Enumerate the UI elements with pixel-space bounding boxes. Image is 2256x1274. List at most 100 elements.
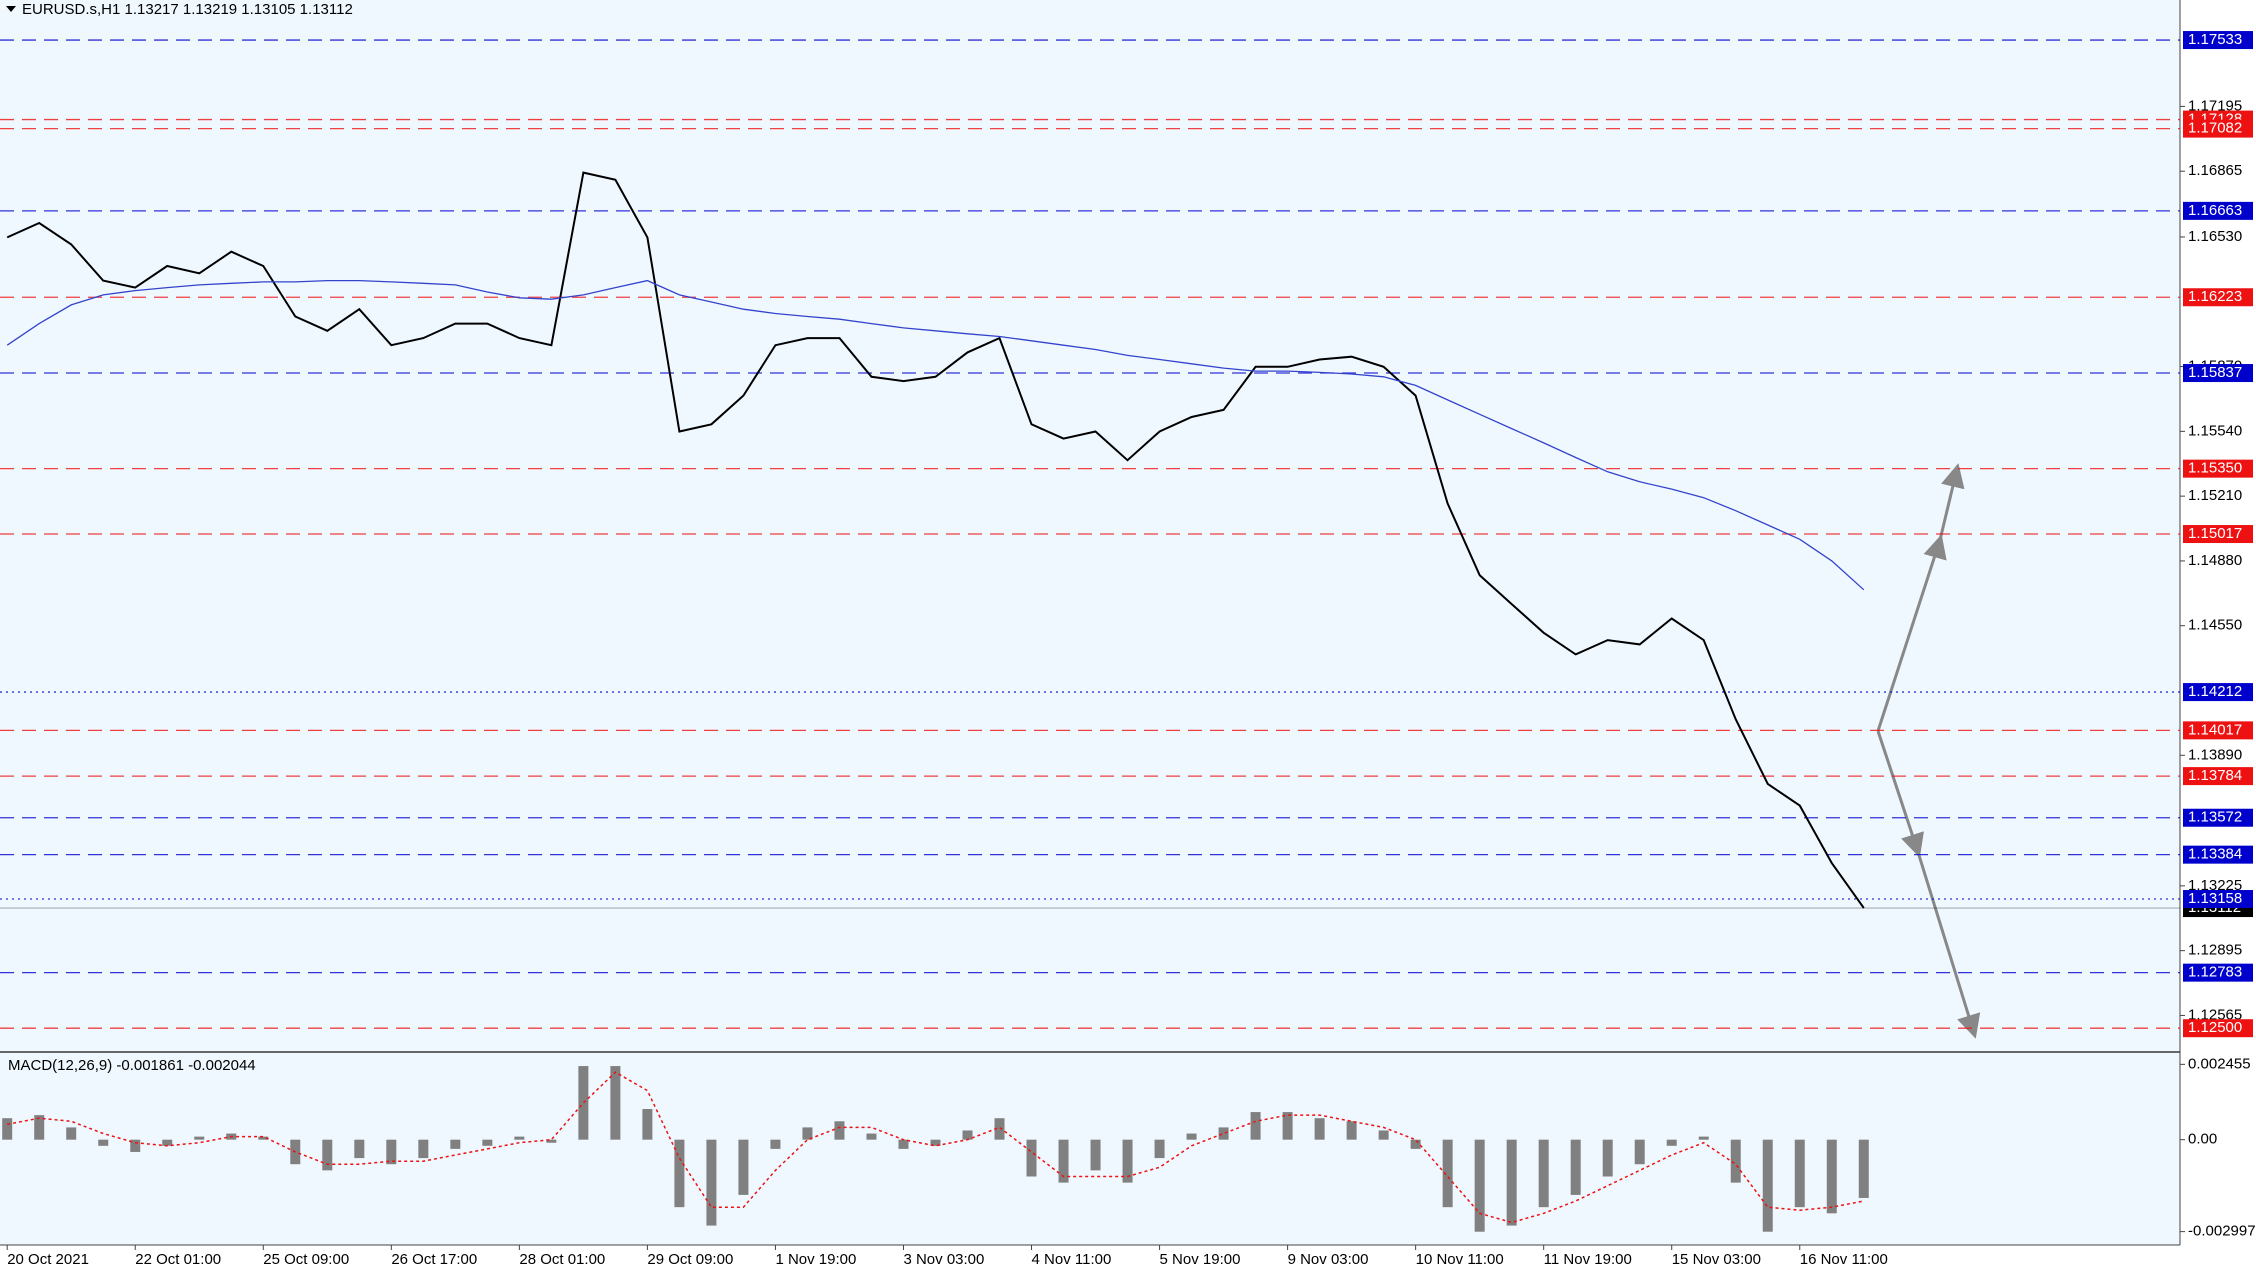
macd-title: MACD(12,26,9) -0.001861 -0.002044	[8, 1057, 256, 1074]
macd-bar	[450, 1139, 461, 1149]
level-label-box	[2183, 31, 2253, 50]
signal-line	[7, 1071, 1864, 1224]
macd-bar	[1154, 1139, 1165, 1159]
price-line	[6, 279, 1865, 591]
level-label-box	[2183, 808, 2253, 827]
x-tick-label: 26 Oct 17:00	[391, 1251, 477, 1268]
macd-bar	[642, 1108, 653, 1140]
y-tick-label: 1.17195	[2188, 97, 2242, 114]
level-label-box	[2183, 721, 2253, 740]
macd-bar	[354, 1139, 365, 1159]
y-tick-label: 1.12895	[2188, 942, 2242, 959]
macd-bar	[386, 1139, 397, 1165]
plot-background	[0, 0, 2180, 1245]
macd-bar	[1058, 1139, 1069, 1183]
x-tick-label: 28 Oct 01:00	[519, 1251, 605, 1268]
x-tick-label: 9 Nov 03:00	[1288, 1251, 1369, 1268]
macd-bar	[66, 1127, 77, 1140]
x-tick-label: 3 Nov 03:00	[903, 1251, 984, 1268]
menu-triangle	[6, 6, 16, 12]
macd-bar	[1026, 1139, 1037, 1177]
macd-bar	[1762, 1139, 1773, 1232]
y-tick-label: 1.14880	[2188, 552, 2242, 569]
macd-bar	[418, 1139, 429, 1159]
level-label: 1.15837	[2188, 364, 2242, 381]
level-label-box	[2183, 364, 2253, 383]
level-label-box	[2183, 845, 2253, 864]
level-label-box	[2183, 525, 2253, 544]
macd-bar	[1122, 1139, 1133, 1183]
y-tick-label: 1.14550	[2188, 617, 2242, 634]
macd-bar	[1794, 1139, 1805, 1208]
macd-bar	[738, 1139, 749, 1195]
level-label-box	[2183, 288, 2253, 307]
level-label: 1.13158	[2188, 890, 2242, 907]
y-tick-label: 1.12565	[2188, 1006, 2242, 1023]
macd-bar	[898, 1139, 909, 1149]
macd-bar	[1570, 1139, 1581, 1195]
macd-bar	[610, 1066, 621, 1140]
x-tick-label: 25 Oct 09:00	[263, 1251, 349, 1268]
macd-bar	[1090, 1139, 1101, 1171]
macd-bar	[130, 1139, 141, 1152]
macd-bar	[802, 1127, 813, 1140]
macd-bar	[98, 1139, 109, 1146]
x-tick-label: 5 Nov 19:00	[1160, 1251, 1241, 1268]
level-label: 1.17082	[2188, 120, 2242, 137]
macd-bar	[546, 1139, 557, 1143]
macd-bar	[1314, 1118, 1325, 1140]
macd-bar	[34, 1115, 45, 1140]
level-label: 1.14212	[2188, 683, 2242, 700]
macd-bar	[1218, 1127, 1229, 1140]
macd-bar	[1186, 1133, 1197, 1140]
x-tick-label: 10 Nov 11:00	[1416, 1251, 1504, 1268]
y-tick-label: 0.00	[2188, 1131, 2217, 1148]
level-label-box	[2183, 1019, 2253, 1038]
macd-bar	[578, 1066, 589, 1140]
y-tick-label: -0.002997	[2188, 1223, 2256, 1240]
macd-bar	[1378, 1130, 1389, 1140]
macd-bar	[1826, 1139, 1837, 1214]
x-tick-label: 16 Nov 11:00	[1800, 1251, 1888, 1268]
macd-bar	[1730, 1139, 1741, 1183]
level-label-box	[2183, 119, 2253, 138]
level-label: 1.13784	[2188, 767, 2242, 784]
macd-bar	[1538, 1139, 1549, 1208]
macd-bar	[1282, 1112, 1293, 1140]
x-tick-label: 1 Nov 19:00	[775, 1251, 856, 1268]
y-tick-label: 1.13225	[2188, 877, 2242, 894]
x-tick-label: 4 Nov 11:00	[1032, 1251, 1112, 1268]
y-tick-label: 1.15540	[2188, 422, 2242, 439]
macd-bar	[834, 1121, 845, 1140]
x-tick-label: 15 Nov 03:00	[1672, 1251, 1761, 1268]
level-label-box	[2183, 890, 2253, 909]
y-tick-label: 0.002455	[2188, 1055, 2251, 1072]
level-label: 1.13384	[2188, 846, 2242, 863]
macd-bar	[674, 1139, 685, 1208]
chart-title: EURUSD.s,H1 1.13217 1.13219 1.13105 1.13…	[22, 1, 353, 18]
macd-bar	[1698, 1136, 1709, 1140]
level-label: 1.15017	[2188, 525, 2242, 542]
macd-bar	[1634, 1139, 1645, 1165]
macd-bar	[1346, 1121, 1357, 1140]
macd-bar	[1474, 1139, 1485, 1232]
level-label: 1.14017	[2188, 721, 2242, 738]
level-label-box	[2183, 683, 2253, 702]
y-tick-label: 1.16865	[2188, 162, 2242, 179]
axis-background	[2180, 0, 2256, 1274]
macd-bar	[1602, 1139, 1613, 1177]
level-label-box	[2183, 963, 2253, 982]
y-tick-label: 1.13890	[2188, 746, 2242, 763]
macd-bar	[866, 1133, 877, 1140]
macd-bar	[706, 1139, 717, 1226]
projection-arrow-down	[1876, 730, 1981, 1039]
macd-bar	[258, 1136, 269, 1140]
level-label: 1.17533	[2188, 31, 2242, 48]
macd-bar	[322, 1139, 333, 1171]
macd-bar	[1250, 1112, 1261, 1140]
x-tick-label: 22 Oct 01:00	[135, 1251, 221, 1268]
macd-bar	[194, 1136, 205, 1140]
level-label: 1.12783	[2188, 964, 2242, 981]
